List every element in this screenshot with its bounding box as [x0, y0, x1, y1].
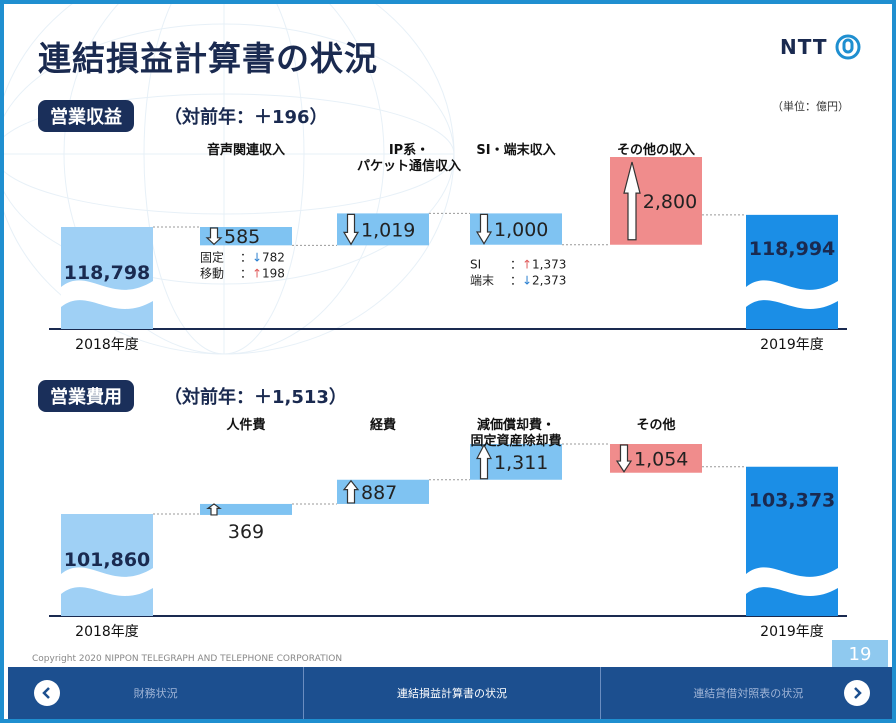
- chevron-right-icon: [854, 687, 862, 699]
- step-label-0-3-0: その他の収入: [617, 142, 695, 158]
- end-label-1: 2019年度: [760, 624, 824, 640]
- end-bar-0: [746, 214, 838, 329]
- start-bar-wave-0: [61, 280, 153, 309]
- footer-prev[interactable]: 財務状況: [8, 667, 305, 719]
- section-sub-revenue: （対前年：＋196）: [164, 107, 328, 128]
- ntt-loop-icon: [835, 34, 861, 60]
- footer-next[interactable]: 連結貸借対照表の状況: [601, 667, 892, 719]
- step-value-0-1: 1,019: [361, 219, 415, 241]
- end-value-1: 103,373: [749, 490, 836, 512]
- section-pill-expense: 営業費用: [38, 380, 134, 412]
- copyright: Copyright 2020 NIPPON TELEGRAPH AND TELE…: [32, 654, 343, 664]
- step-label-0-0-0: 音声関連収入: [207, 142, 285, 158]
- detail-value-0-0-0: 782: [262, 250, 285, 264]
- start-bar-wave-1: [61, 567, 153, 596]
- step-value-1-3: 1,054: [634, 448, 688, 470]
- step-label-1-2-0: 減価償却費・: [477, 417, 555, 433]
- detail-value-0-0-1: 198: [262, 266, 285, 280]
- step-arrow-icon-0-1: [342, 213, 360, 246]
- detail-name-0-2-1: 端末: [470, 274, 494, 288]
- step-arrow-icon-1-0: [206, 503, 222, 516]
- detail-arrow-0-0-1: ↑: [252, 266, 262, 280]
- chevron-left-icon: [42, 687, 50, 699]
- step-label-1-2-1: 固定資産除却費: [470, 433, 561, 449]
- start-value-1: 101,860: [64, 549, 151, 571]
- step-label-0-2-0: SI・端末収入: [476, 142, 555, 158]
- start-value-0: 118,798: [64, 262, 151, 284]
- detail-value-0-2-1: 2,373: [532, 274, 566, 288]
- footer-prev-label[interactable]: 財務状況: [133, 687, 178, 700]
- step-label-1-1-0: 経費: [370, 417, 396, 433]
- detail-value-0-2-0: 1,373: [532, 258, 566, 272]
- page-number: 19: [832, 640, 888, 668]
- step-label-0-1-1: パケット通信収入: [357, 158, 461, 174]
- detail-name-0-0-1: 移動: [200, 266, 224, 280]
- detail-name-0-2-0: SI: [470, 258, 481, 272]
- detail-colon-0-2-1: ：: [510, 274, 522, 288]
- unit-label: （単位：億円）: [772, 100, 849, 113]
- next-button[interactable]: [843, 680, 870, 706]
- step-bar-0-3: [610, 157, 702, 245]
- end-bar-wave-0: [746, 280, 838, 309]
- step-value-0-2: 1,000: [494, 219, 548, 241]
- step-label-1-3-0: その他: [636, 417, 675, 433]
- step-arrow-icon-0-2: [475, 213, 493, 245]
- ntt-logo: NTT: [780, 34, 861, 60]
- detail-arrow-0-2-0: ↑: [522, 258, 532, 272]
- step-arrow-icon-1-3: [615, 444, 633, 473]
- step-bar-1-0: [200, 503, 292, 515]
- footer-next-label[interactable]: 連結貸借対照表の状況: [693, 687, 804, 700]
- end-value-0: 118,994: [749, 238, 836, 260]
- footer-nav: 財務状況 連結損益計算書の状況 連結貸借対照表の状況: [8, 667, 892, 719]
- step-value-1-1: 887: [361, 482, 397, 504]
- step-label-0-1-0: IP系・: [389, 142, 429, 158]
- end-label-0: 2019年度: [760, 337, 824, 353]
- step-bar-0-0: [200, 227, 292, 246]
- start-bar-1: [61, 514, 153, 616]
- section-pill-revenue: 営業収益: [38, 100, 134, 132]
- detail-colon-0-0-1: ：: [240, 266, 252, 280]
- start-label-1: 2018年度: [75, 624, 139, 640]
- step-value-1-2: 1,311: [494, 452, 548, 474]
- footer-current[interactable]: 連結損益計算書の状況: [304, 667, 601, 719]
- start-bar-0: [61, 227, 153, 329]
- start-label-0: 2018年度: [75, 337, 139, 353]
- detail-arrow-0-0-0: ↓: [252, 250, 262, 264]
- step-value-0-0: 585: [224, 226, 260, 248]
- step-arrow-icon-0-3: [623, 161, 641, 241]
- footer-current-label[interactable]: 連結損益計算書の状況: [396, 687, 507, 700]
- globe-watermark: [4, 4, 455, 355]
- logo-text: NTT: [780, 35, 828, 59]
- prev-button[interactable]: [34, 680, 60, 706]
- page-title: 連結損益計算書の状況: [38, 39, 378, 78]
- detail-colon-0-0-0: ：: [240, 250, 252, 264]
- section-sub-expense: （対前年：＋1,513）: [164, 387, 347, 408]
- step-arrow-icon-1-2: [476, 443, 492, 480]
- detail-name-0-0-0: 固定: [200, 249, 224, 264]
- step-arrow-icon-0-0: [205, 227, 223, 246]
- step-arrow-icon-1-1: [342, 479, 360, 504]
- step-value-0-3: 2,800: [643, 191, 697, 213]
- detail-arrow-0-2-1: ↓: [522, 274, 532, 288]
- step-label-1-0-0: 人件費: [226, 417, 265, 433]
- end-bar-wave-1: [746, 567, 838, 596]
- step-value-1-0: 369: [228, 521, 264, 543]
- detail-colon-0-2-0: ：: [510, 258, 522, 272]
